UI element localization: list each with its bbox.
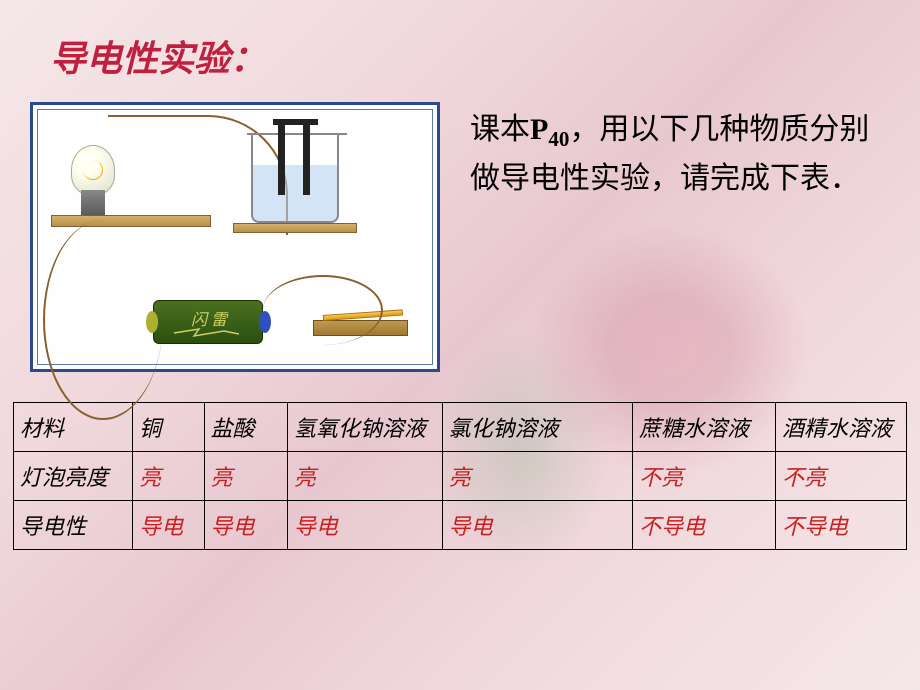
battery-label: 闪 雷 bbox=[191, 311, 229, 329]
cell-value: 亮 bbox=[204, 452, 287, 501]
cell-value: 不导电 bbox=[776, 501, 907, 550]
cell-value: 亮 bbox=[442, 452, 633, 501]
table-conductivity-row: 导电性 导电 导电 导电 导电 不导电 不导电 bbox=[14, 501, 907, 550]
electrode bbox=[278, 120, 285, 195]
row-brightness: 灯泡亮度 bbox=[14, 452, 133, 501]
cell-value: 亮 bbox=[287, 452, 442, 501]
circuit-diagram: 闪 雷 bbox=[30, 102, 440, 372]
col-alcohol: 酒精水溶液 bbox=[776, 403, 907, 452]
col-sucrose: 蔗糖水溶液 bbox=[633, 403, 776, 452]
cell-value: 导电 bbox=[287, 501, 442, 550]
cell-value: 不亮 bbox=[633, 452, 776, 501]
cell-value: 导电 bbox=[204, 501, 287, 550]
col-nacl: 氯化钠溶液 bbox=[442, 403, 633, 452]
upper-section: 闪 雷 课本P40，用以下几种物质分别做导电性实验，请完成下表． bbox=[0, 82, 920, 402]
instruction-text: 课本P40，用以下几种物质分别做导电性实验，请完成下表． bbox=[470, 102, 890, 372]
conductivity-table: 材料 铜 盐酸 氢氧化钠溶液 氯化钠溶液 蔗糖水溶液 酒精水溶液 灯泡亮度 亮 … bbox=[13, 402, 907, 550]
beaker-stand bbox=[233, 223, 357, 233]
wire-segment bbox=[43, 220, 163, 420]
bulb-filament bbox=[83, 160, 103, 180]
row-conductivity: 导电性 bbox=[14, 501, 133, 550]
battery-terminal bbox=[146, 311, 158, 333]
cell-value: 不亮 bbox=[776, 452, 907, 501]
col-naoh: 氢氧化钠溶液 bbox=[287, 403, 442, 452]
battery-icon: 闪 雷 bbox=[153, 300, 263, 344]
wood-stand bbox=[51, 215, 211, 227]
wire-segment bbox=[263, 275, 383, 345]
cell-value: 不导电 bbox=[633, 501, 776, 550]
table-brightness-row: 灯泡亮度 亮 亮 亮 亮 不亮 不亮 bbox=[14, 452, 907, 501]
page-ref: P40 bbox=[530, 113, 569, 146]
cell-value: 导电 bbox=[133, 501, 204, 550]
bulb-base bbox=[81, 190, 105, 218]
electrode bbox=[303, 120, 310, 195]
cell-value: 亮 bbox=[133, 452, 204, 501]
cell-value: 导电 bbox=[442, 501, 633, 550]
col-hcl: 盐酸 bbox=[204, 403, 287, 452]
beaker-icon bbox=[251, 135, 339, 223]
col-copper: 铜 bbox=[133, 403, 204, 452]
page-title: 导电性实验： bbox=[0, 0, 920, 82]
instruction-prefix: 课本 bbox=[470, 113, 530, 146]
table-header-row: 材料 铜 盐酸 氢氧化钠溶液 氯化钠溶液 蔗糖水溶液 酒精水溶液 bbox=[14, 403, 907, 452]
